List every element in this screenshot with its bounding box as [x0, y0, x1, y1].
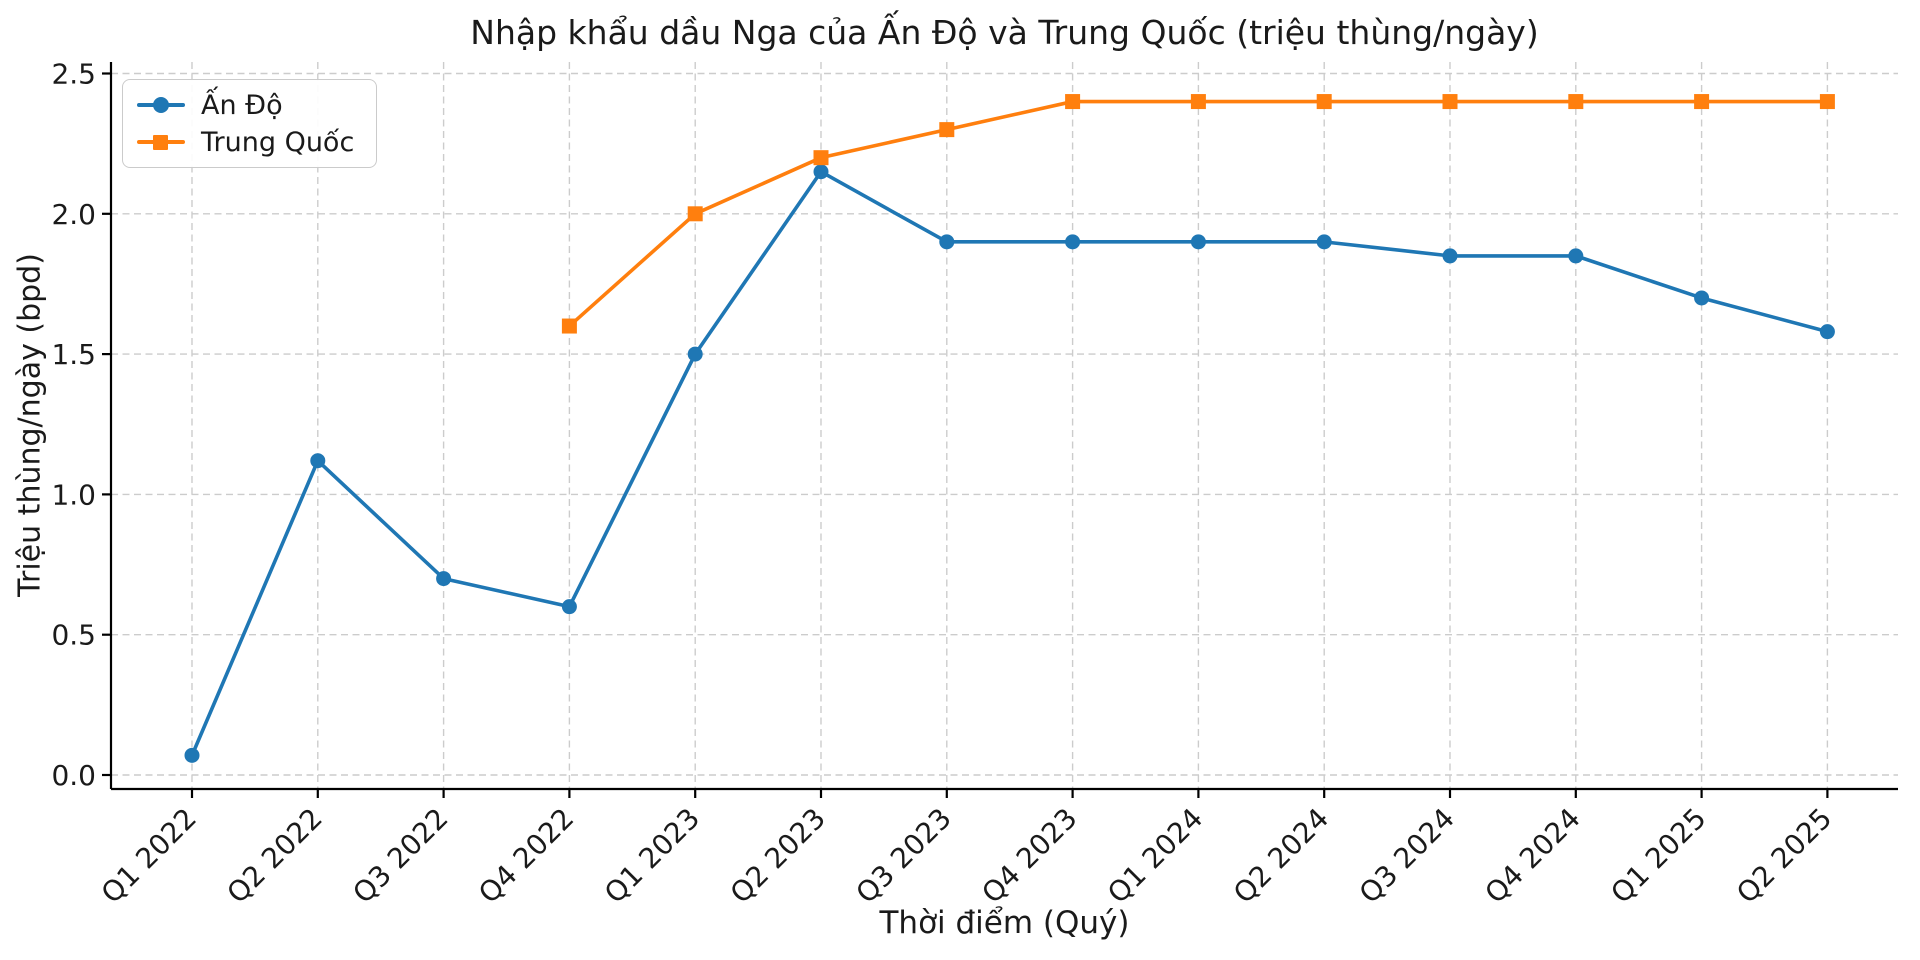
series-marker — [1568, 94, 1584, 110]
x-tick-label: Q2 2023 — [724, 802, 832, 910]
series-marker — [310, 453, 326, 469]
chart-title: Nhập khẩu dầu Nga của Ấn Độ và Trung Quố… — [470, 13, 1539, 52]
x-tick-label: Q4 2023 — [975, 802, 1083, 910]
series-marker — [561, 318, 577, 334]
series-marker — [687, 206, 703, 222]
x-tick-label: Q1 2022 — [95, 802, 203, 910]
x-tick-label: Q3 2022 — [346, 802, 454, 910]
series-marker — [1442, 94, 1458, 110]
series-marker — [561, 599, 577, 615]
x-tick-label: Q1 2025 — [1604, 802, 1712, 910]
legend: Ấn Độ Trung Quốc — [122, 79, 378, 168]
legend-label: Trung Quốc — [201, 126, 355, 158]
series-marker — [1819, 324, 1835, 340]
y-tick-label: 1.0 — [51, 478, 96, 511]
series-marker — [939, 122, 955, 138]
x-tick-label: Q1 2023 — [598, 802, 706, 910]
series-line — [190, 169, 1830, 758]
series-marker — [1442, 248, 1458, 264]
x-tick-label: Q1 2024 — [1101, 802, 1209, 910]
x-axis-label: Thời điểm (Quý) — [879, 905, 1130, 941]
y-tick-label: 2.0 — [51, 198, 96, 231]
series-marker — [1190, 234, 1206, 250]
series-marker — [1568, 248, 1584, 264]
series-marker — [1819, 94, 1835, 110]
y-tick-label: 0.0 — [51, 759, 96, 792]
y-axis-label: Triệu thùng/ngày (bpd) — [12, 253, 48, 597]
legend-line-square-icon — [137, 132, 185, 152]
legend-line-circle-icon — [137, 95, 185, 115]
series-marker — [813, 164, 829, 180]
series-marker — [436, 571, 452, 587]
x-tick-label: Q2 2025 — [1730, 802, 1838, 910]
series-marker — [1065, 234, 1081, 250]
x-tick-label: Q3 2024 — [1353, 802, 1461, 910]
series-marker — [939, 234, 955, 250]
series-marker — [1694, 94, 1710, 110]
x-tick-label: Q4 2024 — [1479, 802, 1587, 910]
series-marker — [184, 747, 200, 763]
series-marker — [687, 346, 703, 362]
y-tick-label: 1.5 — [51, 338, 96, 371]
legend-item-an-do: Ấn Độ — [137, 88, 354, 122]
y-tick-label: 0.5 — [51, 619, 96, 652]
x-tick-label: Q2 2024 — [1227, 802, 1335, 910]
x-tick-label: Q4 2022 — [472, 802, 580, 910]
legend-label: Ấn Độ — [201, 89, 283, 121]
series-marker — [813, 150, 829, 166]
series-marker — [1190, 94, 1206, 110]
legend-item-trung-quoc: Trung Quốc — [137, 125, 354, 159]
x-tick-label: Q2 2022 — [221, 802, 329, 910]
series-marker — [1316, 94, 1332, 110]
x-tick-label: Q3 2023 — [850, 802, 958, 910]
series-marker — [1694, 290, 1710, 306]
series-marker — [1065, 94, 1081, 110]
y-tick-label: 2.5 — [51, 58, 96, 91]
series-marker — [1316, 234, 1332, 250]
